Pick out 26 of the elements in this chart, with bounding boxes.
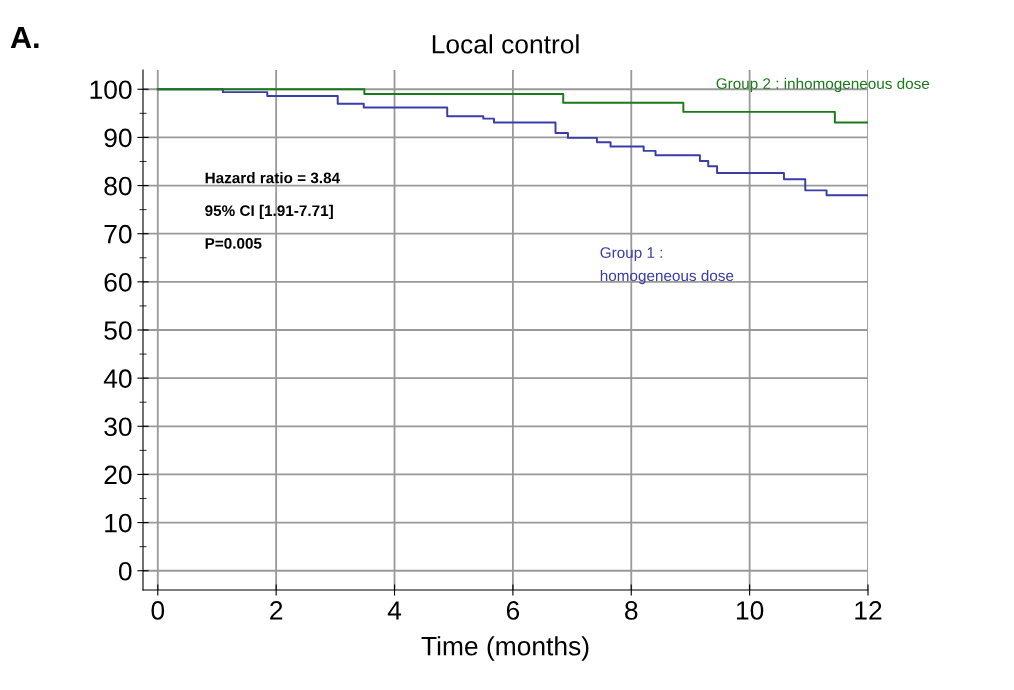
y-tick-label: 100: [90, 80, 132, 100]
text: Group 1 : homogeneous dose: [600, 247, 734, 285]
annotation: 95% CI [1.91-7.71]: [205, 204, 333, 220]
x-tick-label: 2: [270, 601, 283, 620]
annotation: Hazard ratio = 3.84: [205, 172, 340, 184]
y-tick-label: 40: [103, 369, 132, 388]
y-tick-label: 90: [104, 128, 132, 148]
x-tick-label: 4: [387, 601, 402, 620]
x-tick-label: 12: [855, 601, 882, 620]
x-tick-label: 8: [625, 601, 638, 620]
text: A.: [10, 26, 39, 48]
y-tick-label: 80: [104, 176, 132, 196]
annotation: P=0.005: [205, 238, 262, 249]
x-tick-label: 6: [506, 601, 520, 620]
x-tick-label: 10: [736, 601, 764, 620]
y-tick-label: 50: [104, 321, 132, 340]
x-axis-title: Time (months): [421, 636, 589, 661]
y-tick-label: 0: [118, 561, 132, 581]
chart-title: Local control: [432, 34, 579, 54]
y-tick-label: 10: [105, 513, 132, 533]
y-tick-label: 20: [104, 465, 132, 485]
series-label: Group 2 : inhomogeneous dose: [716, 77, 930, 93]
x-tick-label: 0: [151, 601, 165, 620]
y-tick-label: 70: [104, 224, 132, 244]
y-tick-label: 30: [104, 417, 132, 437]
y-tick-label: 60: [104, 272, 132, 292]
